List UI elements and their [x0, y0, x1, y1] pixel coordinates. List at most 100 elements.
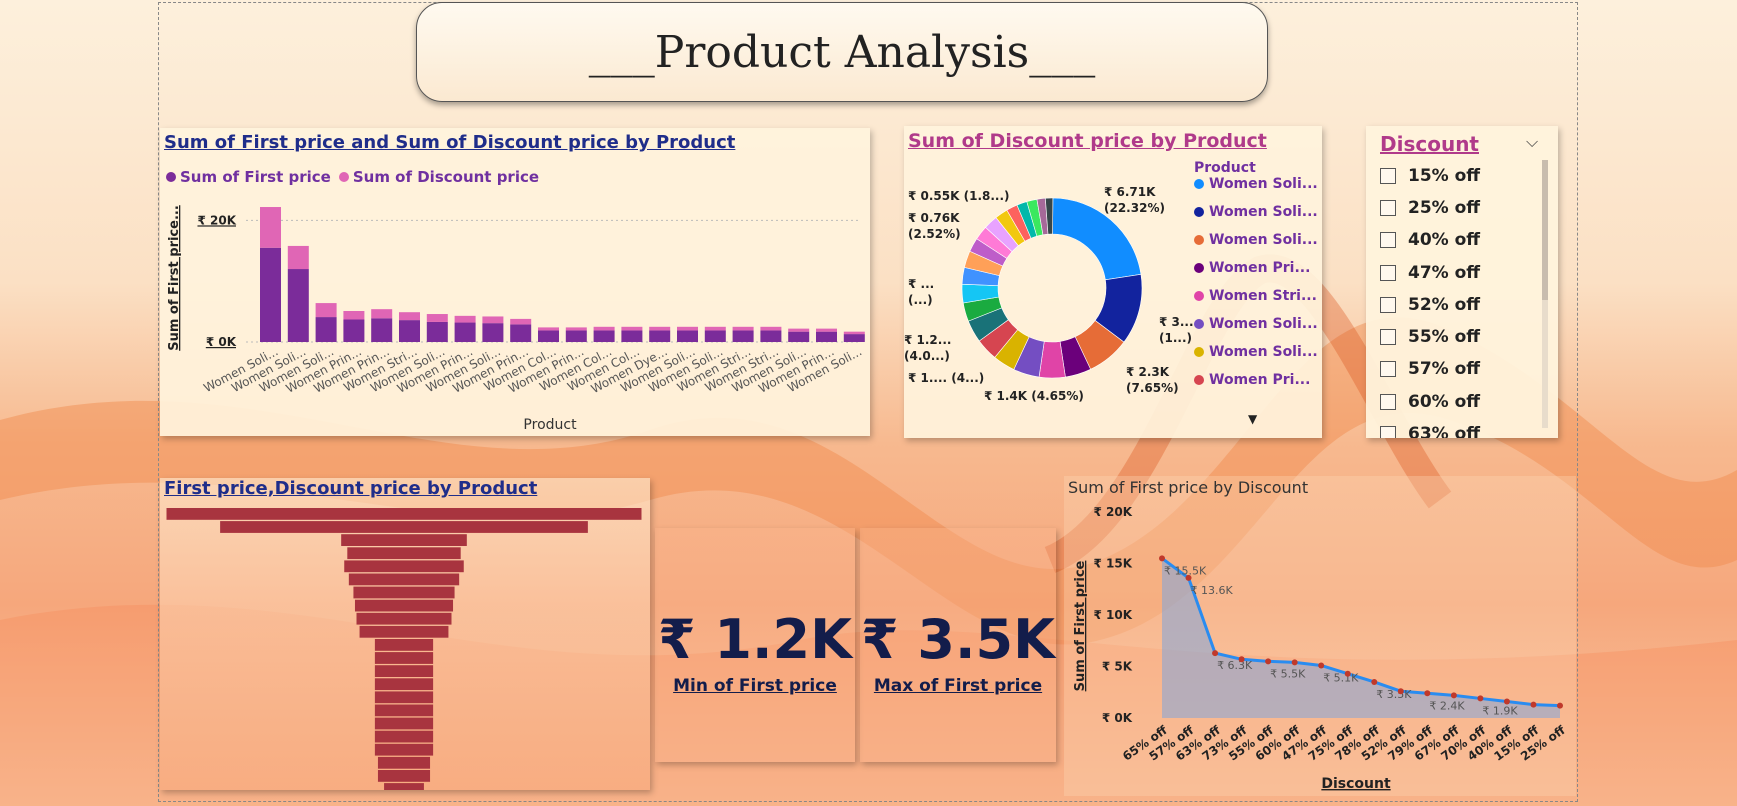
bar-first-price — [260, 247, 281, 342]
donut-data-label: (2.52%) — [908, 227, 961, 241]
slicer-item[interactable]: 55% off — [1380, 327, 1480, 347]
slicer-item[interactable]: 60% off — [1380, 392, 1480, 412]
legend-dot — [1194, 235, 1204, 245]
slicer-item[interactable]: 63% off — [1380, 424, 1480, 438]
slicer-item[interactable]: 25% off — [1380, 198, 1480, 218]
funnel-bar — [374, 652, 434, 664]
y-axis-label: Sum of First price — [1073, 560, 1088, 691]
donut-slice — [1045, 197, 1054, 235]
slicer-scrollbar[interactable] — [1542, 160, 1548, 428]
data-point — [1503, 698, 1510, 705]
legend-dot-first — [166, 172, 176, 182]
area-line — [1161, 557, 1561, 708]
discount-slicer[interactable]: Discount ⌵ 15% off 25% off 40% off 47% o… — [1366, 126, 1558, 438]
chevron-down-icon[interactable]: ⌵ — [1526, 132, 1539, 151]
funnel-bar — [374, 717, 434, 730]
bar-first-price — [760, 330, 782, 342]
data-point — [1318, 662, 1325, 669]
donut-legend-item[interactable]: Women Pri... — [1194, 260, 1310, 276]
bar-first-price — [565, 330, 587, 342]
legend-scroll-down-icon[interactable]: ▼ — [1248, 412, 1258, 426]
donut-legend-item[interactable]: Women Soli... — [1194, 176, 1318, 192]
bar-first-price — [399, 320, 420, 342]
bar-discount-price — [371, 309, 393, 319]
donut-legend-title: Product — [1194, 160, 1256, 176]
data-point — [1238, 656, 1245, 663]
bar-discount-price — [565, 327, 587, 331]
slicer-item[interactable]: 47% off — [1380, 263, 1480, 283]
checkbox[interactable] — [1380, 265, 1396, 281]
donut-data-label: (22.32%) — [1104, 201, 1165, 215]
data-point — [1159, 555, 1165, 562]
bar-first-price — [426, 321, 448, 342]
donut-data-label: ₹ 1.... (4...) — [908, 371, 984, 385]
area-chart-card[interactable]: Sum of First price by Discount ₹ 0K ₹ 5K ₹… — [1064, 476, 1576, 796]
checkbox[interactable] — [1380, 426, 1396, 438]
slicer-item[interactable]: 15% off — [1380, 166, 1480, 186]
donut-legend-item[interactable]: Women Soli... — [1194, 316, 1318, 332]
funnel-chart-title: First price,Discount price by Product — [164, 478, 538, 499]
data-label: ₹ 15.5K — [1164, 564, 1207, 577]
bar-chart-card[interactable]: Sum of First price and Sum of Discount p… — [160, 128, 870, 436]
funnel-bar — [353, 586, 455, 599]
checkbox[interactable] — [1380, 361, 1396, 377]
data-point — [1371, 678, 1378, 685]
donut-chart-title: Sum of Discount price by Product — [908, 130, 1267, 152]
data-point — [1212, 650, 1219, 657]
y-tick-label: ₹ 20K — [197, 213, 236, 227]
checkbox[interactable] — [1380, 297, 1396, 313]
slicer-item-label: 40% off — [1408, 230, 1481, 250]
donut-legend-item[interactable]: Women Stri... — [1194, 288, 1317, 304]
bar-first-price — [732, 330, 754, 342]
slicer-item-label: 55% off — [1408, 327, 1481, 347]
slicer-item[interactable]: 57% off — [1380, 359, 1480, 379]
bar-discount-price — [482, 316, 504, 324]
donut-data-label: ₹ ... — [908, 277, 934, 291]
slicer-item[interactable]: 52% off — [1380, 295, 1480, 315]
funnel-chart-card[interactable]: First price,Discount price by Product — [160, 478, 650, 790]
checkbox[interactable] — [1380, 168, 1396, 184]
slicer-title: Discount — [1380, 132, 1479, 156]
donut-legend-item[interactable]: Women Pri... — [1194, 372, 1310, 388]
donut-data-label: (4.0...) — [904, 349, 950, 363]
funnel-bar — [354, 599, 454, 612]
funnel-bar — [374, 639, 434, 651]
checkbox[interactable] — [1380, 329, 1396, 345]
bar-discount-price — [843, 331, 865, 335]
donut-legend-item[interactable]: Women Soli... — [1194, 232, 1318, 248]
legend-label: Women Stri... — [1209, 288, 1317, 304]
funnel-bar — [220, 521, 588, 533]
legend-label: Women Pri... — [1209, 260, 1311, 276]
data-point — [1477, 695, 1484, 702]
donut-data-label: ₹ 1.4K (4.65%) — [984, 389, 1084, 403]
donut-data-label: ₹ 2.3K — [1126, 365, 1170, 379]
bar-discount-price — [315, 303, 337, 318]
legend-dot-discount — [338, 172, 349, 182]
slicer-scrollbar-thumb[interactable] — [1542, 160, 1548, 300]
legend-label: Women Soli... — [1209, 316, 1318, 332]
bar-first-price — [287, 269, 309, 342]
y-tick-label: ₹ 5K — [1102, 660, 1133, 674]
checkbox[interactable] — [1380, 232, 1396, 248]
x-axis-label: Discount — [1321, 776, 1391, 792]
page-title: ___Product Analysis___ — [588, 26, 1096, 78]
kpi-min-card[interactable]: ₹ 1.2K Min of First price — [655, 528, 855, 762]
donut-legend-item[interactable]: Women Soli... — [1194, 204, 1318, 220]
y-axis-label: Sum of First price... — [167, 205, 182, 351]
legend-dot — [1194, 375, 1204, 385]
funnel-bar — [356, 612, 452, 625]
bar-discount-price — [677, 326, 698, 331]
checkbox[interactable] — [1380, 394, 1396, 410]
bar-first-price — [704, 330, 726, 342]
donut-legend-item[interactable]: Women Soli... — [1194, 344, 1318, 360]
y-tick-label: ₹ 15K — [1093, 557, 1132, 571]
funnel-chart-svg — [166, 508, 642, 790]
bar-discount-price — [260, 207, 281, 248]
data-point — [1265, 658, 1272, 665]
checkbox[interactable] — [1380, 200, 1396, 216]
donut-chart-card[interactable]: Sum of Discount price by Product ₹ 6.71K… — [904, 126, 1322, 438]
bar-first-price — [315, 317, 337, 342]
kpi-max-card[interactable]: ₹ 3.5K Max of First price — [860, 528, 1056, 762]
slicer-item[interactable]: 40% off — [1380, 230, 1480, 250]
funnel-bar — [348, 573, 460, 586]
